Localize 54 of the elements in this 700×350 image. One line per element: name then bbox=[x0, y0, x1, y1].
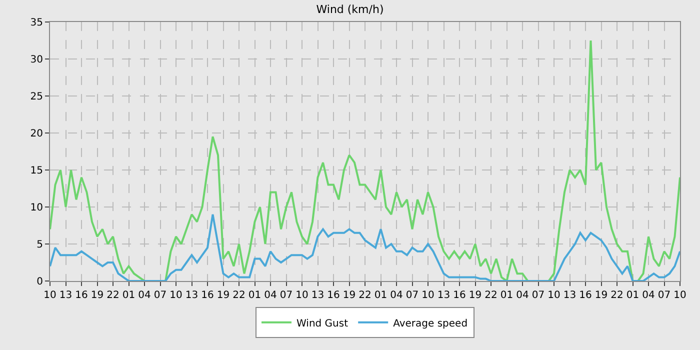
x-tick-label: 19 bbox=[342, 290, 356, 301]
x-tick-label: 13 bbox=[185, 290, 198, 301]
x-tick-label: 22 bbox=[358, 290, 372, 301]
x-tick-label: 01 bbox=[626, 290, 640, 301]
legend-label: Average speed bbox=[393, 318, 468, 330]
x-tick-label: 10 bbox=[422, 290, 434, 301]
x-tick-label: 07 bbox=[154, 290, 167, 301]
x-tick-label: 07 bbox=[658, 290, 671, 301]
x-tick-label: 19 bbox=[216, 290, 230, 301]
x-tick-label: 01 bbox=[500, 290, 514, 301]
x-tick-label: 16 bbox=[201, 290, 214, 301]
x-tick-label: 19 bbox=[594, 290, 608, 301]
y-tick-label: 30 bbox=[30, 54, 43, 66]
x-tick-label: 01 bbox=[374, 290, 388, 301]
x-tick-label: 07 bbox=[406, 290, 419, 301]
x-tick-label: 07 bbox=[280, 290, 293, 301]
x-tick-label: 19 bbox=[90, 290, 104, 301]
chart-title: Wind (km/h) bbox=[316, 2, 384, 16]
y-tick-label: 20 bbox=[30, 128, 43, 140]
x-tick-label: 10 bbox=[548, 290, 560, 301]
x-tick-label: 10 bbox=[296, 290, 308, 301]
x-tick-label: 22 bbox=[232, 290, 246, 301]
x-tick-label: 16 bbox=[579, 290, 592, 301]
line-series bbox=[50, 40, 680, 281]
x-tick-label: 10 bbox=[674, 290, 686, 301]
y-tick-label: 25 bbox=[30, 92, 43, 102]
y-tick-label: 0 bbox=[36, 276, 43, 288]
x-tick-label: 07 bbox=[532, 290, 545, 301]
x-tick-label: 04 bbox=[390, 290, 403, 301]
x-tick-label: 13 bbox=[437, 290, 450, 301]
x-tick-label: 01 bbox=[122, 290, 136, 301]
x-tick-label: 01 bbox=[248, 290, 262, 301]
x-tick-label: 16 bbox=[327, 290, 340, 301]
x-tick-label: 13 bbox=[563, 290, 576, 301]
x-tick-label: 13 bbox=[59, 290, 72, 301]
x-tick-label: 04 bbox=[264, 290, 277, 301]
y-tick-label: 10 bbox=[30, 202, 43, 214]
y-tick-label: 15 bbox=[30, 166, 43, 176]
legend-label: Wind Gust bbox=[296, 318, 348, 330]
y-tick-label: 35 bbox=[30, 18, 43, 28]
x-tick-label: 16 bbox=[453, 290, 466, 301]
x-tick-label: 19 bbox=[468, 290, 482, 301]
x-tick-label: 13 bbox=[311, 290, 324, 301]
x-tick-label: 04 bbox=[642, 290, 655, 301]
line-series bbox=[50, 213, 680, 281]
x-tick-label: 22 bbox=[106, 290, 120, 301]
x-tick-label: 04 bbox=[516, 290, 529, 301]
x-tick-label: 22 bbox=[610, 290, 624, 301]
x-tick-label: 04 bbox=[138, 290, 151, 301]
x-tick-label: 10 bbox=[44, 290, 56, 301]
x-tick-label: 16 bbox=[75, 290, 88, 301]
y-tick-label: 5 bbox=[36, 240, 43, 250]
x-tick-label: 22 bbox=[484, 290, 498, 301]
x-tick-label: 10 bbox=[170, 290, 182, 301]
